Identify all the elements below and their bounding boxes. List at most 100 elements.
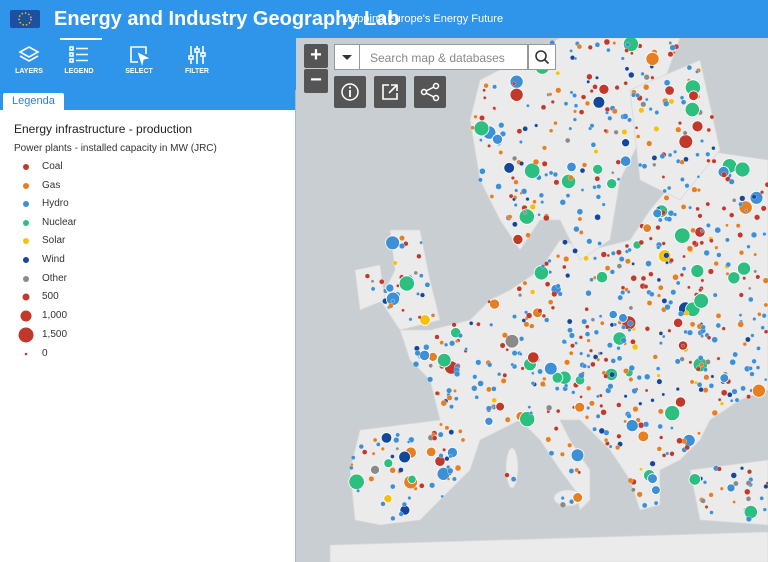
power-plant[interactable] [630,339,636,345]
power-plant[interactable] [716,356,721,361]
power-plant[interactable] [706,335,712,340]
power-plant[interactable] [594,214,601,221]
power-plant[interactable] [700,278,705,283]
power-plant[interactable] [714,226,721,234]
power-plant[interactable] [529,203,536,210]
power-plant[interactable] [625,42,631,48]
power-plant[interactable] [631,262,635,266]
power-plant[interactable] [491,133,503,145]
power-plant[interactable] [640,275,647,282]
power-plant[interactable] [667,328,672,333]
power-plant[interactable] [711,158,717,164]
power-plant[interactable] [499,342,506,349]
power-plant[interactable] [385,235,401,251]
power-plant[interactable] [503,162,516,174]
power-plant[interactable] [524,162,541,180]
power-plant[interactable] [434,391,440,396]
power-plant[interactable] [417,315,422,320]
power-plant[interactable] [742,276,747,281]
power-plant[interactable] [380,432,393,444]
power-plant[interactable] [612,41,617,45]
power-plant[interactable] [487,144,491,148]
power-plant[interactable] [667,185,672,191]
power-plant[interactable] [706,127,711,133]
power-plant[interactable] [455,339,459,343]
power-plant[interactable] [728,178,735,185]
power-plant[interactable] [659,341,663,345]
power-plant[interactable] [475,359,482,366]
power-plant[interactable] [569,499,575,505]
power-plant[interactable] [598,427,605,434]
power-plant[interactable] [626,290,631,294]
power-plant[interactable] [434,334,440,340]
power-plant[interactable] [628,305,634,311]
power-plant[interactable] [759,496,764,501]
power-plant[interactable] [658,284,664,291]
power-plant[interactable] [611,171,615,175]
power-plant[interactable] [440,399,447,407]
power-plant[interactable] [423,344,430,351]
power-plant[interactable] [420,292,425,298]
power-plant[interactable] [706,158,711,163]
power-plant[interactable] [548,170,554,176]
power-plant[interactable] [610,250,616,256]
power-plant[interactable] [478,177,483,183]
power-plant[interactable] [520,366,525,371]
power-plant[interactable] [638,401,643,406]
power-plant[interactable] [553,179,560,186]
power-plant[interactable] [399,243,405,249]
power-plant[interactable] [673,149,678,154]
power-plant[interactable] [705,151,711,157]
power-plant[interactable] [648,107,653,112]
power-plant[interactable] [751,194,757,200]
power-plant[interactable] [589,89,594,94]
power-plant[interactable] [512,233,524,245]
power-plant[interactable] [734,161,751,178]
power-plant[interactable] [635,92,640,98]
power-plant[interactable] [640,71,645,76]
power-plant[interactable] [696,175,701,179]
power-plant[interactable] [645,51,660,66]
power-plant[interactable] [679,159,685,165]
power-plant[interactable] [473,114,478,119]
power-plant[interactable] [757,312,762,317]
power-plant[interactable] [661,334,666,339]
power-plant[interactable] [667,210,675,217]
power-plant[interactable] [401,308,405,313]
power-plant[interactable] [452,476,457,482]
power-plant[interactable] [568,350,574,356]
power-plant[interactable] [414,350,421,357]
filter-button[interactable]: FILTER [168,38,226,90]
power-plant[interactable] [656,446,662,452]
power-plant[interactable] [512,197,516,202]
power-plant[interactable] [686,245,693,252]
legend-tab[interactable]: Legenda [3,93,64,112]
power-plant[interactable] [511,81,516,86]
power-plant[interactable] [678,121,682,126]
power-plant[interactable] [502,372,508,378]
power-plant[interactable] [618,313,628,323]
power-plant[interactable] [628,377,634,382]
power-plant[interactable] [593,329,599,335]
power-plant[interactable] [610,358,616,364]
open-external-button[interactable] [374,76,406,108]
power-plant[interactable] [709,114,715,120]
power-plant[interactable] [564,383,569,388]
power-plant[interactable] [663,100,670,107]
power-plant[interactable] [702,480,708,485]
power-plant[interactable] [678,134,694,149]
power-plant[interactable] [566,318,573,325]
power-plant[interactable] [580,188,585,192]
power-plant[interactable] [712,292,718,298]
power-plant[interactable] [578,335,583,340]
power-plant[interactable] [616,263,623,269]
power-plant[interactable] [606,47,611,53]
power-plant[interactable] [725,261,731,268]
power-plant[interactable] [362,449,368,455]
power-plant[interactable] [483,83,489,89]
power-plant[interactable] [358,444,364,450]
power-plant[interactable] [627,247,632,253]
power-plant[interactable] [762,507,767,512]
power-plant[interactable] [738,292,744,298]
power-plant[interactable] [625,419,639,433]
